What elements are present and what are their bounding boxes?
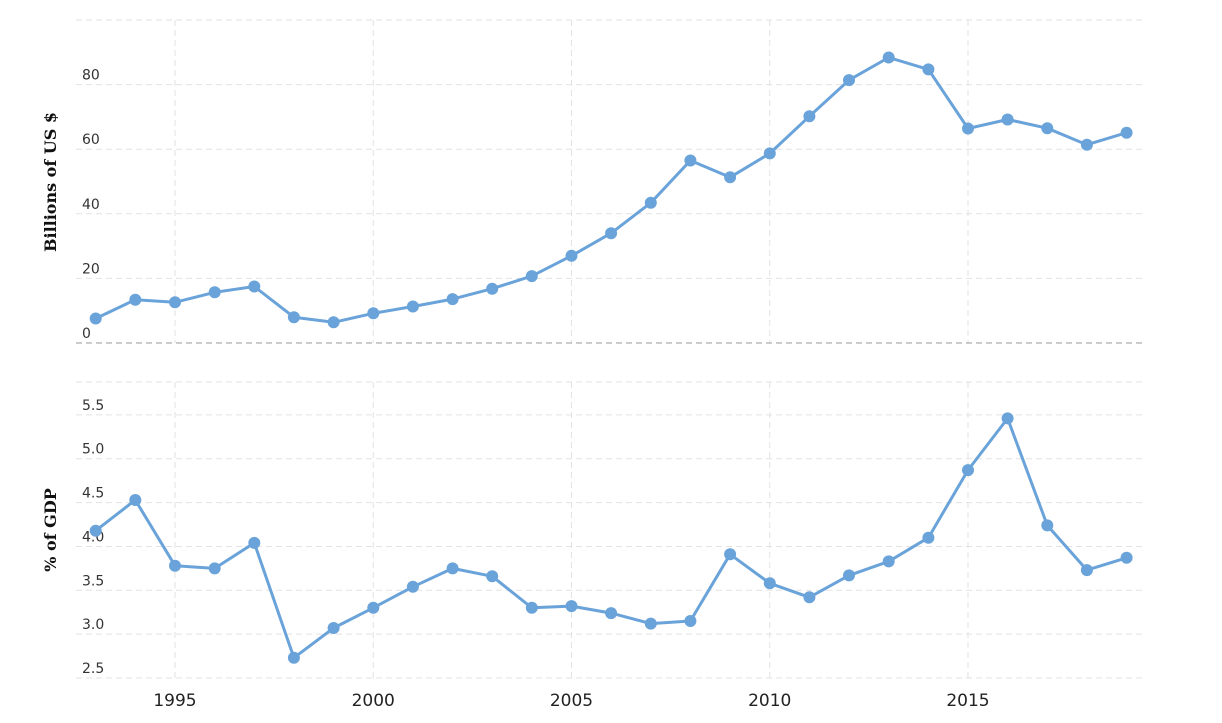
y-tick-label: 2.5: [82, 661, 104, 677]
data-point: [486, 282, 499, 295]
x-axis: 1995 2000 2005 2010 2015: [153, 691, 989, 711]
data-point: [724, 548, 737, 561]
data-point: [565, 249, 578, 262]
data-point: [843, 569, 855, 582]
data-point: [1041, 519, 1054, 532]
data-point: [486, 570, 499, 583]
gdp-percent-panel: 2.53.03.54.04.55.05.5% of GDP: [41, 381, 1146, 679]
data-point: [803, 110, 816, 123]
y-tick-label: 60: [82, 132, 100, 148]
data-point: [1041, 122, 1054, 135]
x-tick-label: 2015: [946, 691, 989, 711]
data-point: [843, 74, 855, 87]
data-point: [922, 531, 935, 544]
x-tick-label: 2000: [352, 691, 395, 711]
y-tick-label: 4.5: [82, 486, 104, 502]
x-tick-label: 2005: [550, 691, 593, 711]
data-point: [327, 622, 340, 634]
data-point: [525, 270, 538, 283]
data-point: [248, 536, 261, 549]
data-point: [605, 227, 618, 240]
y-tick-label: 5.5: [82, 398, 104, 414]
billions-panel: 0 20 40 60 80 Billions of US $: [41, 19, 1146, 344]
y-axis-label: Billions of US $: [41, 112, 60, 252]
data-point: [803, 591, 816, 604]
y-tick-label: 3.5: [82, 573, 104, 589]
data-point: [446, 293, 459, 306]
data-point: [406, 580, 419, 593]
y-tick-label: 40: [82, 197, 100, 213]
data-point: [1001, 412, 1014, 425]
data-point: [287, 311, 300, 324]
data-point: [882, 555, 895, 568]
data-point: [129, 293, 142, 306]
data-point: [605, 607, 618, 620]
data-point: [248, 280, 261, 293]
data-point: [208, 286, 221, 299]
data-point: [724, 171, 737, 184]
data-point: [327, 316, 340, 329]
y-tick-label: 20: [82, 261, 100, 277]
y-tick-label: 80: [82, 68, 100, 84]
data-point: [1080, 564, 1093, 577]
data-point: [763, 577, 776, 590]
data-point: [1001, 113, 1014, 126]
y-tick-label: 0: [82, 326, 91, 342]
data-point: [962, 464, 974, 477]
data-point: [922, 63, 935, 76]
data-point: [129, 494, 142, 506]
data-point: [169, 559, 181, 572]
data-point: [446, 562, 459, 575]
data-point: [406, 300, 419, 313]
data-point: [962, 122, 974, 135]
data-point: [367, 601, 380, 614]
y-axis-label: % of GDP: [41, 488, 60, 571]
data-point: [1120, 551, 1133, 564]
y-tick-label: 3.0: [82, 617, 104, 633]
data-point: [89, 312, 102, 325]
data-point: [644, 617, 657, 630]
series-line: [94, 416, 1128, 660]
data-point: [644, 196, 657, 209]
x-tick-label: 1995: [153, 691, 196, 711]
data-point: [684, 154, 697, 167]
data-point: [287, 651, 300, 664]
data-point: [525, 601, 538, 614]
data-point: [565, 600, 578, 613]
data-point: [1120, 126, 1133, 139]
data-point: [169, 296, 181, 309]
data-point: [763, 147, 776, 160]
data-point: [367, 307, 380, 320]
data-point: [882, 51, 895, 64]
data-point: [1080, 138, 1093, 151]
data-point: [684, 615, 697, 627]
data-point: [89, 524, 102, 537]
x-tick-label: 2010: [748, 691, 791, 711]
data-point: [208, 562, 221, 575]
y-tick-label: 5.0: [82, 442, 104, 458]
